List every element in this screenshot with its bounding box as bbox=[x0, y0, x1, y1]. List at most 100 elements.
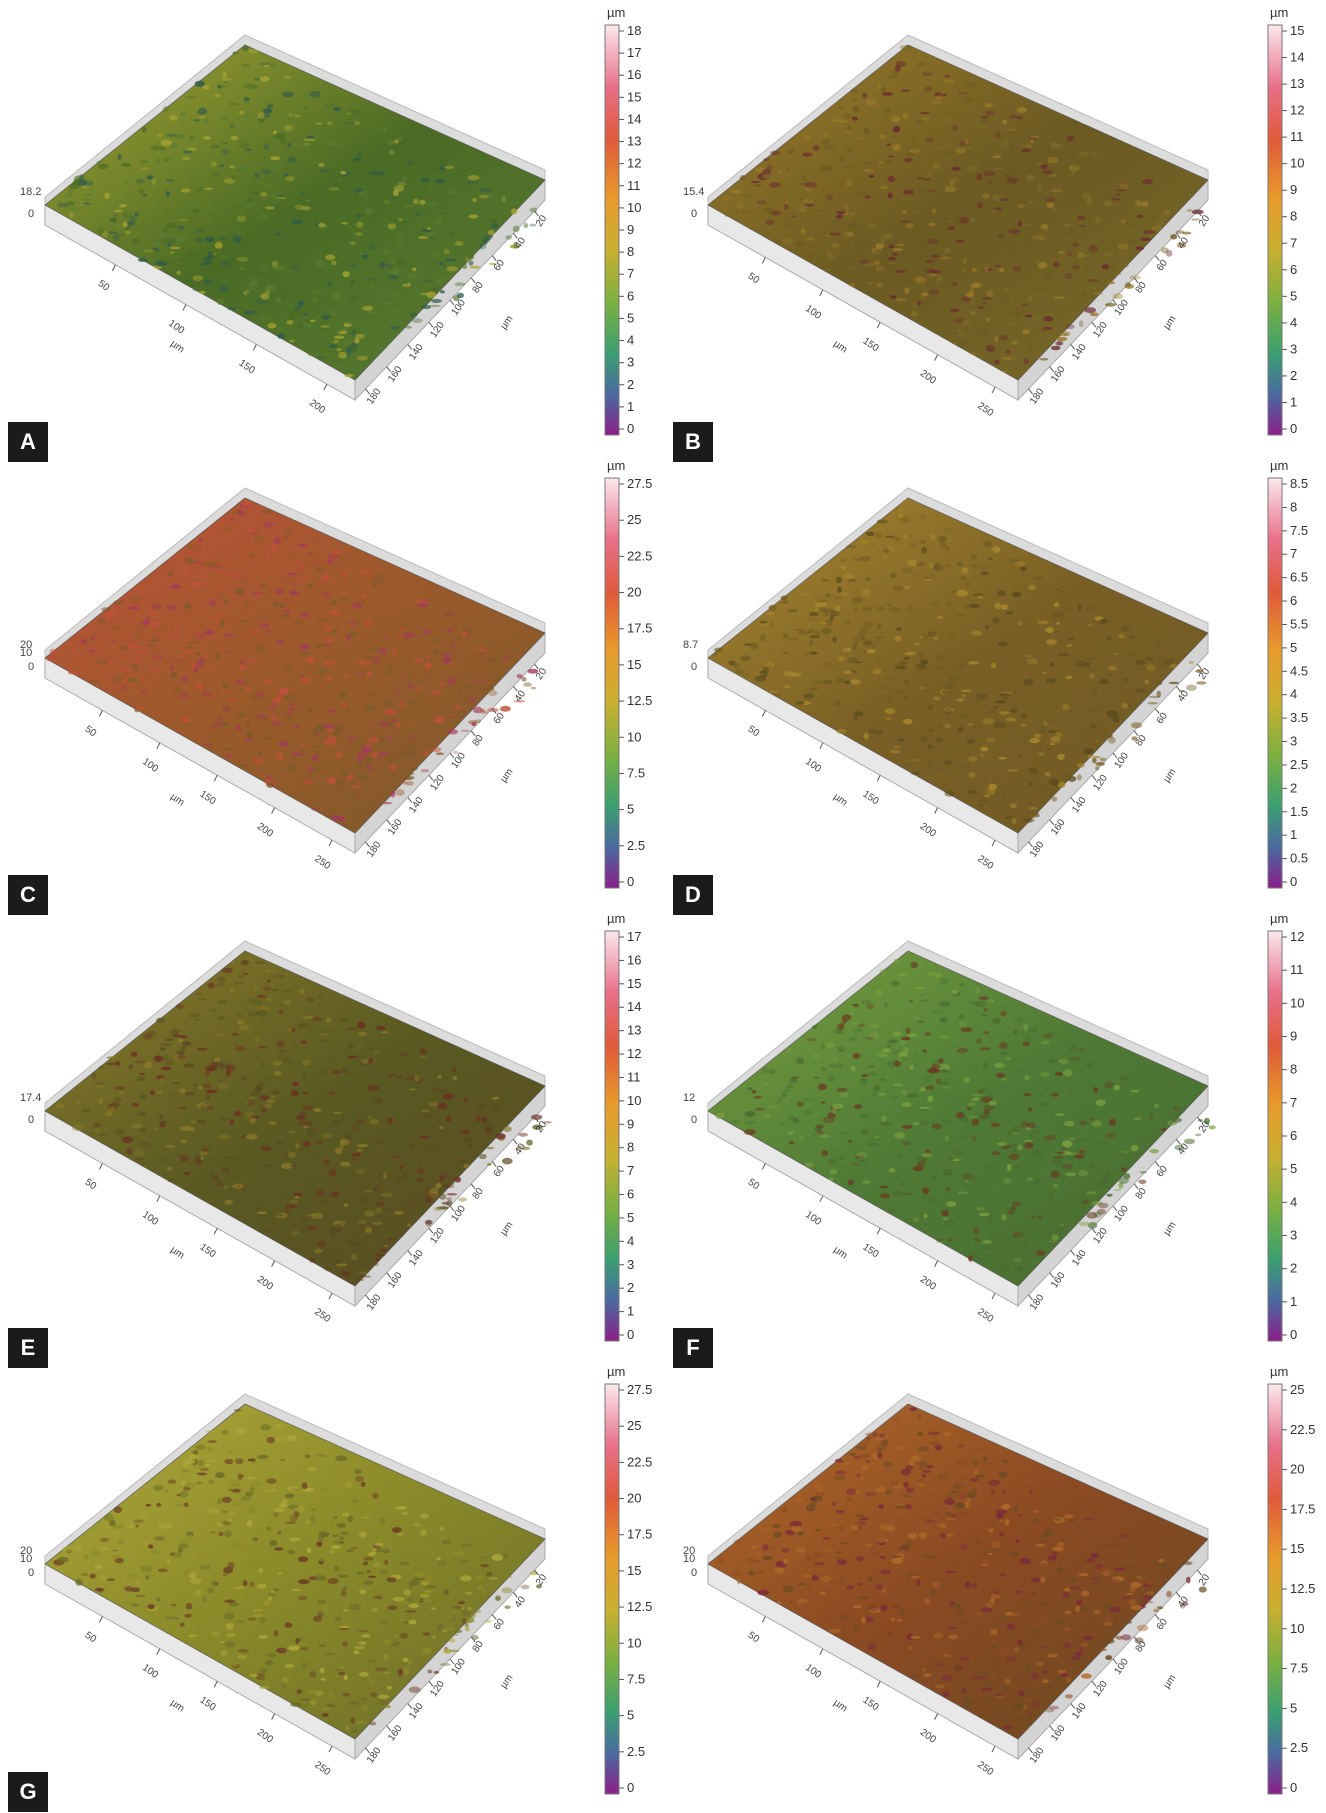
x-tick-label: 150 bbox=[861, 1242, 881, 1261]
y-tick-label: 40 bbox=[1176, 1594, 1192, 1610]
color-scale-tick: 14 bbox=[627, 999, 641, 1014]
color-scale-tick: 0 bbox=[627, 1780, 634, 1795]
color-scale-tick: 10 bbox=[1290, 1621, 1304, 1636]
color-scale-unit: µm bbox=[1270, 911, 1288, 926]
color-scale-tick: 20 bbox=[1290, 1462, 1304, 1477]
y-tick-label: 100 bbox=[1112, 1656, 1131, 1676]
z-min-label: 0 bbox=[28, 1114, 34, 1126]
x-tick-label: 250 bbox=[312, 1759, 332, 1778]
color-scale-tick: 1.5 bbox=[1290, 804, 1308, 819]
x-tick-label: 200 bbox=[255, 1727, 275, 1746]
y-tick-label: 180 bbox=[1028, 1745, 1047, 1765]
color-scale-tick: 10 bbox=[1290, 995, 1304, 1010]
x-axis-unit: µm bbox=[831, 338, 849, 355]
x-axis-unit: µm bbox=[831, 791, 849, 808]
color-scale-tick: 4 bbox=[1290, 315, 1297, 330]
color-scale-tick: 7 bbox=[1290, 1095, 1297, 1110]
y-tick-label: 60 bbox=[492, 257, 508, 273]
y-tick-label: 120 bbox=[428, 1226, 447, 1246]
color-scale-tick: 15 bbox=[1290, 1541, 1304, 1556]
color-scale-tick: 5 bbox=[1290, 640, 1297, 655]
panel-letter: B bbox=[673, 422, 713, 462]
color-scale-tick: 5 bbox=[627, 802, 634, 817]
y-axis-unit: µm bbox=[498, 1220, 515, 1238]
surface-texture bbox=[715, 958, 1216, 1273]
color-scale-tick: 22.5 bbox=[627, 1454, 652, 1469]
y-tick-label: 20 bbox=[534, 213, 550, 229]
y-tick-label: 120 bbox=[1091, 1226, 1110, 1246]
surface bbox=[707, 497, 1209, 834]
x-tick-label: 50 bbox=[746, 1630, 762, 1646]
panel-letter: D bbox=[673, 875, 713, 915]
y-tick-label: 60 bbox=[492, 1616, 508, 1632]
x-tick-label: 150 bbox=[861, 336, 881, 355]
x-tick-label: 150 bbox=[198, 789, 218, 808]
x-tick-label: 200 bbox=[918, 1274, 938, 1293]
color-scale-tick: 3 bbox=[627, 1257, 634, 1272]
color-scale-tick: 4.5 bbox=[1290, 663, 1308, 678]
surface-plot: 2010050100150200250µm1801601401201008060… bbox=[20, 1364, 652, 1795]
color-scale-tick: 7 bbox=[1290, 235, 1297, 250]
color-scale-tick: 15 bbox=[1290, 23, 1304, 38]
panel-letter: C bbox=[8, 875, 48, 915]
topography-panel: 20 10 0 50 100 150 200 250 µm 180 160 140 120 100 80 60… bbox=[0, 453, 663, 915]
color-scale-tick: 1 bbox=[627, 399, 634, 414]
color-scale-tick: 8.5 bbox=[1290, 476, 1308, 491]
color-scale-tick: 17 bbox=[627, 45, 641, 60]
z-max-label: 15.4 bbox=[683, 186, 704, 198]
color-scale-tick: 7.5 bbox=[1290, 1661, 1308, 1676]
color-scale-bar bbox=[1267, 24, 1283, 436]
x-tick-label: 200 bbox=[918, 368, 938, 387]
color-scale-tick: 11 bbox=[1290, 962, 1304, 977]
color-scale-tick: 0.5 bbox=[1290, 851, 1308, 866]
color-scale-unit: µm bbox=[607, 458, 625, 473]
surface-plot: 12050100150200250µm180160140120100806040… bbox=[683, 911, 1304, 1342]
color-scale-tick: 3 bbox=[1290, 1228, 1297, 1243]
y-tick-label: 20 bbox=[534, 666, 550, 682]
topography-panel: 15.4 0 50 100 150 200 250 µm 180 160 140 120 100 80 60… bbox=[663, 0, 1326, 462]
color-scale-tick: 8 bbox=[1290, 209, 1297, 224]
color-scale-tick: 4 bbox=[627, 1233, 634, 1248]
x-tick-label: 50 bbox=[96, 278, 112, 294]
color-scale-tick: 15 bbox=[627, 89, 641, 104]
color-scale-tick: 1 bbox=[1290, 1294, 1297, 1309]
x-tick-label: 100 bbox=[140, 1209, 160, 1228]
color-scale-bar bbox=[1267, 477, 1283, 889]
surface bbox=[44, 44, 546, 381]
color-scale-tick: 2.5 bbox=[1290, 1740, 1308, 1755]
surface bbox=[707, 950, 1209, 1287]
x-tick-label: 200 bbox=[255, 1274, 275, 1293]
y-tick-label: 60 bbox=[492, 1163, 508, 1179]
x-tick-label: 100 bbox=[140, 756, 160, 775]
color-scale-tick: 6.5 bbox=[1290, 570, 1308, 585]
x-tick-label: 50 bbox=[746, 1177, 762, 1193]
x-tick-label: 200 bbox=[255, 821, 275, 840]
color-scale-tick: 9 bbox=[627, 1116, 634, 1131]
color-scale-tick: 6 bbox=[1290, 262, 1297, 277]
x-tick-label: 200 bbox=[307, 398, 327, 417]
color-scale-tick: 7 bbox=[1290, 546, 1297, 561]
z-max-label: 20 bbox=[20, 1545, 32, 1557]
color-scale-tick: 10 bbox=[627, 729, 641, 744]
x-tick-label: 150 bbox=[198, 1242, 218, 1261]
color-scale-tick: 9 bbox=[1290, 1029, 1297, 1044]
y-tick-label: 120 bbox=[1091, 773, 1110, 793]
y-tick-label: 160 bbox=[1049, 1723, 1068, 1743]
y-tick-label: 60 bbox=[1155, 257, 1171, 273]
color-scale-tick: 7 bbox=[627, 266, 634, 281]
color-scale-tick: 16 bbox=[627, 952, 641, 967]
y-tick-label: 120 bbox=[428, 773, 447, 793]
color-scale-tick: 11 bbox=[627, 1069, 641, 1084]
x-axis-unit: µm bbox=[168, 1244, 186, 1261]
y-tick-label: 180 bbox=[365, 1745, 384, 1765]
surface-plot: 2010050100150200250µm1801601401201008060… bbox=[20, 458, 652, 889]
z-max-label: 12 bbox=[683, 1092, 695, 1104]
y-tick-label: 60 bbox=[1155, 1616, 1171, 1632]
color-scale-unit: µm bbox=[1270, 5, 1288, 20]
color-scale-tick: 17 bbox=[627, 929, 641, 944]
surface-plot: 8.7050100150200250µm18016014012010080604… bbox=[683, 458, 1308, 889]
color-scale-tick: 0 bbox=[1290, 421, 1297, 436]
color-scale-tick: 0 bbox=[627, 421, 634, 436]
color-scale-tick: 0 bbox=[1290, 1327, 1297, 1342]
color-scale-tick: 2 bbox=[627, 377, 634, 392]
